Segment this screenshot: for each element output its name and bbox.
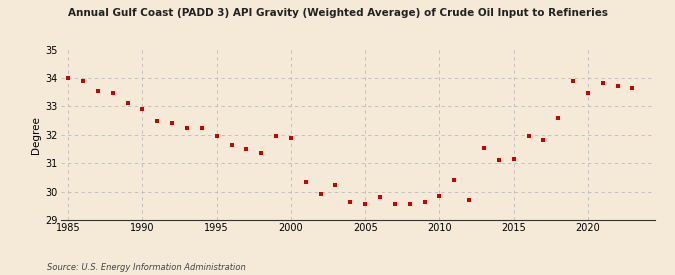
Point [152,119,163,123]
Point [434,194,445,199]
Point [375,194,385,199]
Point [345,200,356,205]
Point [92,89,103,93]
Point [612,84,623,88]
Point [360,201,371,206]
Point [583,91,593,95]
Point [226,142,237,147]
Point [182,125,192,130]
Point [627,86,638,90]
Point [419,200,430,205]
Y-axis label: Degree: Degree [32,116,41,154]
Point [389,201,400,206]
Point [211,133,222,138]
Point [553,116,564,120]
Point [464,197,475,202]
Point [538,138,549,142]
Point [597,81,608,85]
Point [107,91,118,95]
Text: Source: U.S. Energy Information Administration: Source: U.S. Energy Information Administ… [47,263,246,272]
Point [449,178,460,182]
Point [404,202,415,207]
Point [568,79,578,84]
Point [241,147,252,151]
Point [300,180,311,185]
Point [63,76,74,81]
Point [122,101,133,106]
Point [508,157,519,161]
Point [196,126,207,131]
Point [523,134,534,138]
Point [286,135,296,140]
Text: Annual Gulf Coast (PADD 3) API Gravity (Weighted Average) of Crude Oil Input to : Annual Gulf Coast (PADD 3) API Gravity (… [68,8,608,18]
Point [271,134,281,138]
Point [78,79,88,83]
Point [137,106,148,111]
Point [167,121,178,125]
Point [256,151,267,155]
Point [479,145,489,150]
Point [493,158,504,162]
Point [315,192,326,196]
Point [330,183,341,188]
